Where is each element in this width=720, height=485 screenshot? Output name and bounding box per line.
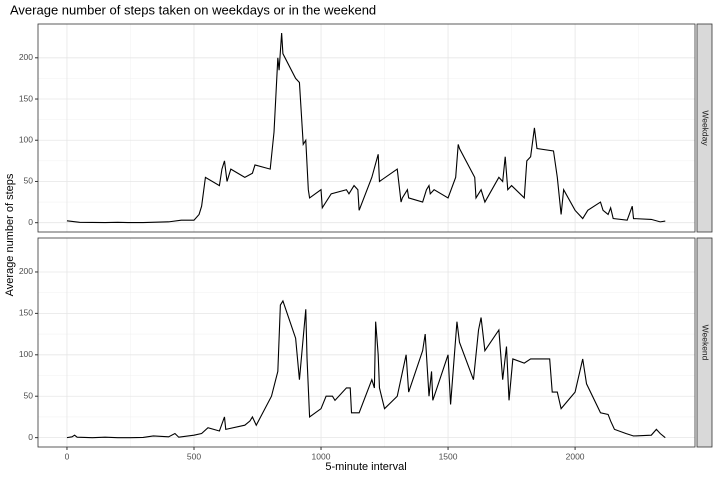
- panel-border: [37, 237, 696, 448]
- x-tick-label: 2000: [566, 451, 585, 461]
- strip: [696, 23, 713, 233]
- x-tick-label: 0: [65, 451, 70, 461]
- y-tick-label: 0: [28, 217, 33, 227]
- y-tick-label: 0: [28, 432, 33, 442]
- strip-label: Weekday: [700, 110, 710, 146]
- chart-title: Average number of steps taken on weekday…: [10, 2, 376, 17]
- y-tick-label: 50: [24, 390, 34, 400]
- strip: [696, 237, 713, 448]
- strip-label: Weekend: [700, 325, 710, 361]
- line: [66, 33, 666, 224]
- x-tick-label: 1000: [312, 451, 331, 461]
- y-tick-label: 100: [19, 134, 33, 144]
- panel: [38, 238, 695, 447]
- x-tick-label: 500: [187, 451, 201, 461]
- x-tick-label: 1500: [439, 451, 458, 461]
- y-tick-label: 50: [24, 176, 34, 186]
- x-axis-label: 5-minute interval: [325, 461, 406, 473]
- panel: [38, 24, 695, 232]
- line: [66, 299, 666, 439]
- y-tick-label: 100: [19, 349, 33, 359]
- y-tick-label: 200: [19, 266, 33, 276]
- y-tick-label: 150: [19, 308, 33, 318]
- y-tick-label: 150: [19, 93, 33, 103]
- y-axis-label: Average number of steps: [4, 173, 16, 296]
- panel-border: [37, 23, 696, 233]
- y-tick-label: 200: [19, 52, 33, 62]
